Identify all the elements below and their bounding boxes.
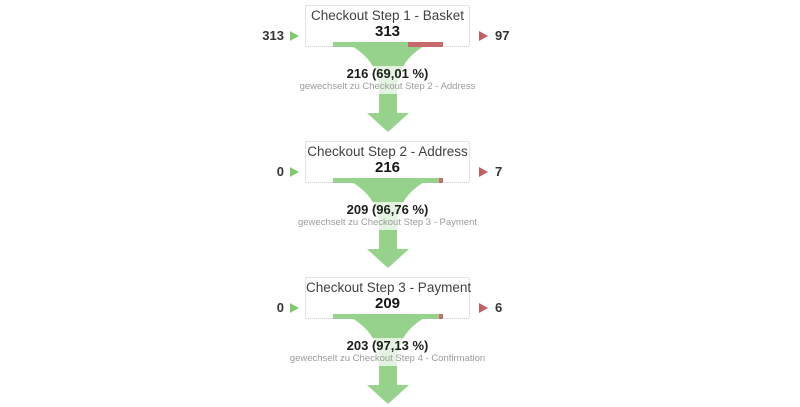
entered-count: 0	[276, 164, 284, 179]
entered-indicator: 0	[277, 300, 299, 315]
transition-label: gewechselt zu Checkout Step 2 - Address	[299, 81, 476, 92]
transition-text: 216 (69,01 %) gewechselt zu Checkout Ste…	[295, 66, 480, 94]
arrow-out-icon	[479, 30, 488, 41]
step-title: Checkout Step 2 - Address	[307, 144, 468, 159]
arrow-out-icon	[479, 302, 488, 313]
step-progress-bar	[332, 178, 443, 183]
exited-count: 97	[495, 28, 510, 43]
transition-text: 209 (96,76 %) gewechselt zu Checkout Ste…	[293, 202, 482, 230]
step-title: Checkout Step 1 - Basket	[310, 8, 465, 23]
exited-indicator: 6	[479, 300, 502, 315]
bar-continued-segment	[332, 42, 409, 47]
funnel-down-arrow: 216 (69,01 %) gewechselt zu Checkout Ste…	[295, 47, 480, 133]
exited-count: 7	[495, 164, 503, 179]
transition-count: 203 (97,13 %)	[346, 338, 429, 353]
transition-count: 209 (96,76 %)	[346, 202, 429, 217]
arrow-in-icon	[290, 166, 299, 177]
bar-dropped-segment	[408, 42, 443, 47]
transition-label: gewechselt zu Checkout Step 3 - Payment	[297, 217, 478, 228]
bar-dropped-segment	[439, 314, 443, 319]
exited-count: 6	[495, 300, 503, 315]
exited-indicator: 7	[479, 164, 502, 179]
step-title: Checkout Step 3 - Payment	[306, 280, 472, 295]
bar-continued-segment	[332, 314, 440, 319]
bar-continued-segment	[332, 178, 439, 183]
arrow-out-icon	[479, 166, 488, 177]
funnel-step-box: Checkout Step 3 - Payment 209 0 6	[277, 277, 502, 319]
transition-label: gewechselt zu Checkout Step 4 - Confirma…	[289, 353, 486, 364]
entered-count: 0	[276, 300, 284, 315]
arrow-in-icon	[290, 30, 299, 41]
funnel-down-arrow: 209 (96,76 %) gewechselt zu Checkout Ste…	[293, 183, 482, 269]
entered-indicator: 0	[277, 164, 299, 179]
exited-indicator: 97	[479, 28, 509, 43]
step-progress-bar	[332, 42, 443, 47]
transition-text: 203 (97,13 %) gewechselt zu Checkout Ste…	[285, 338, 490, 366]
step-value: 313	[374, 23, 401, 40]
step-value: 216	[374, 159, 401, 176]
funnel-down-arrow: 203 (97,13 %) gewechselt zu Checkout Ste…	[285, 319, 490, 405]
transition-count: 216 (69,01 %)	[346, 66, 429, 81]
arrow-in-icon	[290, 302, 299, 313]
entered-indicator: 313	[262, 28, 299, 43]
funnel-step-1: Checkout Step 1 - Basket 313 313 97 216 …	[262, 5, 509, 132]
funnel-step-box: Checkout Step 2 - Address 216 0 7	[277, 141, 502, 183]
funnel-step-2: Checkout Step 2 - Address 216 0 7 209 (9…	[277, 141, 502, 268]
step-progress-bar	[332, 314, 443, 319]
funnel-step-box: Checkout Step 1 - Basket 313 313 97	[262, 5, 509, 47]
step-value: 209	[374, 295, 401, 312]
entered-count: 313	[262, 28, 284, 43]
funnel-step-3: Checkout Step 3 - Payment 209 0 6 203 (9…	[277, 277, 502, 404]
bar-dropped-segment	[438, 178, 443, 183]
